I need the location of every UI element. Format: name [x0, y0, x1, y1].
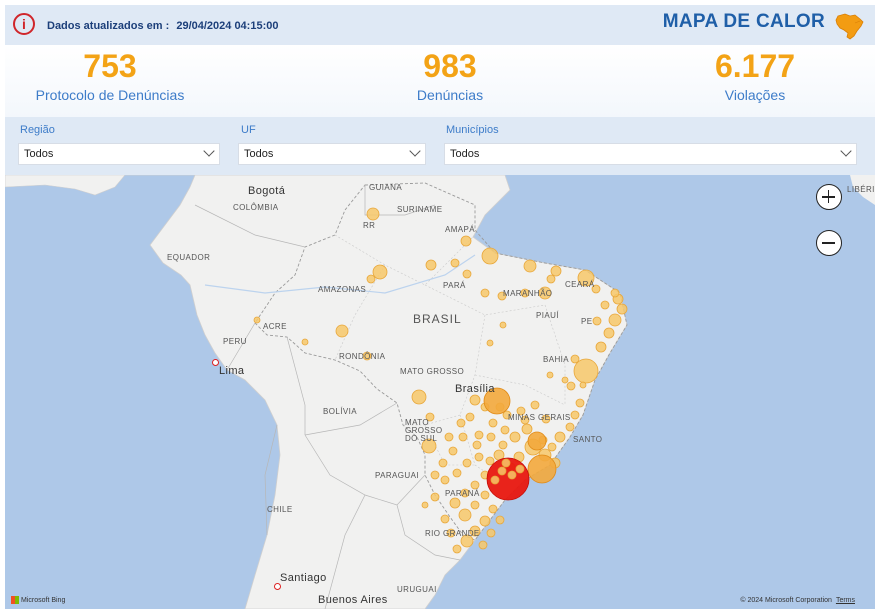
country-borders: [194, 185, 461, 609]
label-parana: PARANÁ: [445, 489, 480, 498]
label-lima: Lima: [219, 365, 245, 377]
label-pe: PE: [581, 317, 593, 326]
label-equador: EQUADOR: [167, 253, 211, 262]
label-buenos-aires: Buenos Aires: [318, 594, 388, 606]
label-uruguai: URUGUAI: [397, 585, 437, 594]
bing-label: Microsoft Bing: [21, 596, 66, 604]
land-africa-edge: [850, 175, 875, 205]
label-rondonia: RONDÔNIA: [339, 352, 386, 361]
label-mato-grosso: MATO GROSSO: [400, 367, 465, 376]
kpi-protocolos: 753 Protocolo de Denúncias: [25, 45, 195, 103]
kpi-row: 753 Protocolo de Denúncias 983 Denúncias…: [5, 45, 875, 117]
label-colombia: COLÔMBIA: [233, 203, 279, 212]
label-paraguai: PARAGUAI: [375, 471, 419, 480]
chevron-down-icon: [840, 145, 852, 157]
uf-dropdown[interactable]: Todos: [238, 143, 426, 165]
copyright-text: © 2024 Microsoft Corporation: [740, 597, 832, 604]
zoom-out-button[interactable]: [816, 230, 842, 256]
label-minas-gerais: MINAS GERAIS: [508, 413, 571, 422]
city-dot-lima: [212, 359, 219, 366]
label-bogota: Bogotá: [248, 185, 286, 197]
uf-value: Todos: [244, 148, 274, 160]
label-chile: CHILE: [267, 505, 293, 514]
chevron-down-icon: [409, 145, 421, 157]
land-south-america: [5, 175, 628, 609]
municipios-dropdown[interactable]: Todos: [444, 143, 857, 165]
brazil-map-icon: [835, 13, 864, 40]
kpi-label: Violações: [724, 87, 786, 103]
label-santo: SANTO: [573, 435, 603, 444]
regiao-dropdown[interactable]: Todos: [18, 143, 220, 165]
last-updated: Dados atualizados em : 29/04/2024 04:15:…: [47, 20, 278, 32]
page-title: MAPA DE CALOR: [662, 11, 825, 32]
label-amazonas: AMAZONAS: [318, 285, 367, 294]
label-suriname: SURINAME: [397, 205, 443, 214]
filter-label-municipios: Municípios: [446, 124, 499, 136]
filter-bar: Região Todos UF Todos Municípios Todos: [5, 117, 875, 175]
map-copyright: © 2024 Microsoft Corporation Terms: [740, 597, 855, 604]
kpi-label: Denúncias: [416, 87, 484, 103]
label-mato-grosso-do-sul: MATO GROSSO DO SUL: [405, 418, 443, 443]
kpi-value: 6.177: [714, 48, 796, 84]
dashboard: i Dados atualizados em : 29/04/2024 04:1…: [5, 5, 875, 609]
filter-label-uf: UF: [241, 124, 256, 136]
kpi-violacoes: 6.177 Violações: [695, 45, 815, 103]
bing-attribution: Microsoft Bing: [11, 596, 65, 604]
city-dot-santiago: [274, 583, 281, 590]
label-brasilia: Brasília: [455, 383, 495, 395]
zoom-in-button[interactable]: [816, 184, 842, 210]
bubble-hubs: [483, 387, 557, 484]
updated-value: 29/04/2024 04:15:00: [176, 20, 279, 32]
label-guiana: GUIANA: [369, 183, 403, 192]
label-liberia: LIBÉRI: [847, 185, 875, 194]
kpi-value: 983: [423, 48, 477, 84]
kpi-value: 753: [83, 48, 137, 84]
terms-link[interactable]: Terms: [835, 597, 855, 604]
label-piaui: PIAUÍ: [536, 311, 559, 320]
label-santiago: Santiago: [280, 572, 327, 584]
filter-label-regiao: Região: [20, 124, 55, 136]
label-bolivia: BOLÍVIA: [323, 407, 357, 416]
brazil-border: [254, 182, 628, 541]
label-rr: RR: [363, 221, 376, 230]
heat-map[interactable]: Bogotá COLÔMBIA GUIANA SURINAME EQUADOR …: [5, 175, 875, 609]
rivers: [204, 254, 476, 294]
municipios-value: Todos: [450, 148, 480, 160]
chevron-down-icon: [203, 145, 215, 157]
label-ceara: CEARÁ: [565, 280, 595, 289]
microsoft-logo-icon: [11, 596, 19, 604]
regiao-value: Todos: [24, 148, 54, 160]
label-brasil: BRASIL: [413, 312, 462, 326]
bubble-overlay-hotspot: [490, 458, 525, 485]
land-central-america: [5, 175, 126, 196]
label-maranhao: MARANHÃO: [503, 289, 553, 298]
kpi-label: Protocolo de Denúncias: [35, 87, 185, 103]
kpi-denuncias: 983 Denúncias: [390, 45, 510, 103]
label-amapa: AMAPÁ: [445, 225, 476, 234]
updated-label: Dados atualizados em :: [47, 20, 170, 32]
label-rio-grande: RIO GRANDE: [425, 529, 480, 538]
label-bahia: BAHIA: [543, 355, 570, 364]
label-para: PARÁ: [443, 281, 466, 290]
map-canvas: [5, 175, 875, 609]
header-bar: i Dados atualizados em : 29/04/2024 04:1…: [5, 5, 875, 45]
info-icon[interactable]: i: [13, 13, 35, 35]
label-peru: PERU: [223, 337, 247, 346]
label-acre: ACRE: [263, 322, 287, 331]
